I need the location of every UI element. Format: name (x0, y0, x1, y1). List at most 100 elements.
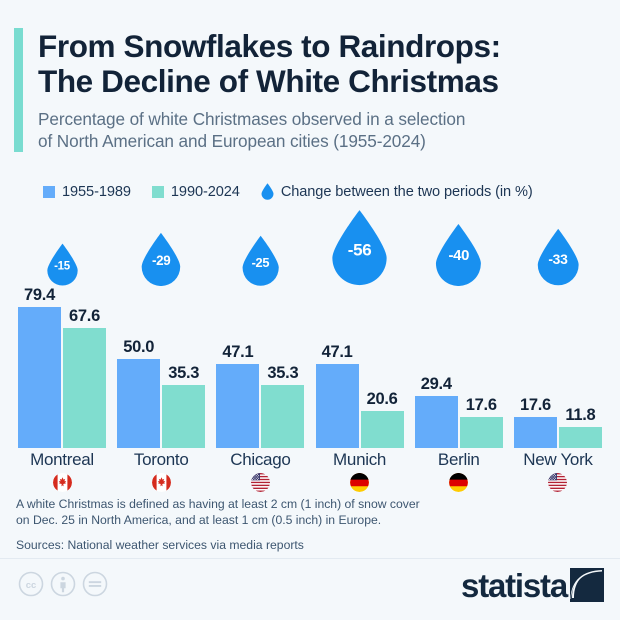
chart-groups: -15 79.4 67.6 Montreal -29 50.0 35.3 Toronto -25… (14, 210, 606, 492)
page-title: From Snowflakes to Raindrops: The Declin… (38, 28, 501, 99)
bar-column: 35.3 (261, 364, 305, 448)
bar-column: 67.6 (63, 307, 106, 448)
bar-value-label: 47.1 (321, 343, 353, 362)
bar-chart: -15 79.4 67.6 Montreal -29 50.0 35.3 Toronto -25… (14, 210, 606, 492)
change-value-label: -15 (54, 259, 70, 272)
bar-1990-2024[interactable] (459, 416, 503, 448)
bar-1955-1989[interactable] (414, 395, 458, 448)
change-drop-badge[interactable]: -56 (330, 209, 389, 286)
bar-value-label: 17.6 (465, 395, 497, 414)
change-badge-wrapper: -56 (312, 210, 408, 286)
bar-column: 20.6 (360, 390, 404, 448)
change-value-label: -25 (251, 254, 270, 270)
flag-wrapper (212, 473, 308, 492)
city-label: Munich (333, 450, 387, 469)
bar-column: 17.6 (513, 396, 557, 448)
sources-note: Sources: National weather services via m… (16, 538, 304, 552)
water-drop-icon (261, 183, 274, 200)
flag-germany-icon (350, 473, 370, 492)
bar-value-label: 29.4 (420, 374, 452, 393)
attribution-icon[interactable] (50, 571, 76, 602)
legend-item-2[interactable]: 1990-2024 (151, 183, 240, 200)
change-value-label: -33 (548, 251, 568, 268)
city-label: Toronto (133, 450, 189, 469)
legend-label: 1990-2024 (170, 183, 240, 200)
bar-column: 17.6 (459, 396, 503, 448)
bar-1990-2024[interactable] (360, 411, 404, 448)
bar-1955-1989[interactable] (315, 364, 359, 448)
bar-1990-2024[interactable] (63, 328, 106, 448)
change-value-label: -56 (347, 240, 372, 260)
bar-column: 11.8 (558, 406, 602, 448)
change-drop-badge[interactable]: -25 (241, 235, 280, 286)
creative-commons-license-icons: cc (18, 571, 108, 602)
flag-usa-icon (250, 473, 270, 492)
definition-note: A white Christmas is defined as having a… (16, 497, 420, 527)
flag-wrapper (411, 473, 507, 492)
bar-1955-1989[interactable] (216, 364, 260, 448)
bar-pair: 47.1 20.6 (312, 286, 408, 448)
change-badge-wrapper: -25 (212, 214, 308, 286)
creative-commons-icon[interactable]: cc (18, 571, 44, 602)
change-badge-wrapper: -40 (411, 214, 507, 286)
bar-1955-1989[interactable] (513, 416, 557, 448)
change-badge-wrapper: -33 (510, 214, 606, 286)
chart-group-montreal: -15 79.4 67.6 Montreal (14, 214, 110, 492)
bar-value-label: 20.6 (366, 390, 398, 409)
change-drop-badge[interactable]: -33 (536, 228, 580, 286)
city-label: Chicago (230, 450, 291, 469)
change-badge-wrapper: -15 (14, 214, 110, 286)
header-text: From Snowflakes to Raindrops: The Declin… (38, 28, 606, 152)
bar-value-label: 67.6 (69, 307, 100, 325)
chart-group-new-york: -33 17.6 11.8 New York (510, 214, 606, 492)
flag-wrapper (14, 473, 110, 492)
bar-pair: 29.4 17.6 (411, 286, 507, 448)
legend-label: Change between the two periods (in %) (280, 183, 533, 200)
bar-column: 47.1 (216, 343, 260, 448)
bar-pair: 50.0 35.3 (113, 286, 209, 448)
flag-wrapper (510, 473, 606, 492)
flag-canada-icon (52, 473, 72, 492)
footer: cc statista (0, 559, 620, 620)
legend-label: 1955-1989 (62, 183, 131, 200)
no-derivatives-icon[interactable] (82, 571, 108, 602)
chart-group-berlin: -40 29.4 17.6 Berlin (411, 214, 507, 492)
city-label: New York (523, 450, 593, 469)
bar-value-label: 17.6 (519, 395, 551, 414)
change-drop-badge[interactable]: -15 (46, 243, 79, 286)
bar-value-label: 79.4 (24, 286, 55, 304)
square-swatch-icon (151, 185, 164, 198)
flag-usa-icon (548, 473, 568, 492)
flag-wrapper (113, 473, 209, 492)
chart-group-chicago: -25 47.1 35.3 Chicago (212, 214, 308, 492)
change-value-label: -29 (151, 253, 171, 269)
bar-value-label: 11.8 (565, 406, 596, 424)
chart-legend: 1955-1989 1990-2024 Change between the two… (43, 183, 554, 200)
bar-column: 29.4 (414, 375, 458, 448)
chart-group-toronto: -29 50.0 35.3 Toronto (113, 214, 209, 492)
bar-1955-1989[interactable] (117, 359, 161, 448)
bar-1990-2024[interactable] (162, 385, 206, 448)
bar-column: 35.3 (162, 364, 206, 448)
legend-item-3[interactable]: Change between the two periods (in %) (261, 183, 533, 200)
change-drop-badge[interactable]: -29 (140, 232, 182, 286)
bar-1990-2024[interactable] (558, 427, 602, 448)
header: From Snowflakes to Raindrops: The Declin… (14, 28, 606, 152)
bar-value-label: 47.1 (222, 343, 254, 362)
bar-pair: 79.4 67.6 (14, 286, 110, 448)
bar-value-label: 35.3 (168, 364, 200, 383)
footnotes: A white Christmas is defined as having a… (16, 497, 516, 552)
legend-item-1[interactable]: 1955-1989 (43, 184, 131, 200)
statista-logo[interactable]: statista (461, 568, 604, 602)
flag-canada-icon (151, 473, 171, 492)
change-drop-badge[interactable]: -40 (434, 223, 483, 287)
flag-wrapper (312, 473, 408, 492)
footer-divider (0, 558, 620, 559)
bar-pair: 17.6 11.8 (510, 286, 606, 448)
bar-1990-2024[interactable] (261, 385, 305, 448)
bar-column: 47.1 (315, 343, 359, 448)
bar-value-label: 50.0 (123, 338, 155, 357)
svg-text:cc: cc (26, 580, 37, 591)
bar-1955-1989[interactable] (18, 307, 61, 448)
